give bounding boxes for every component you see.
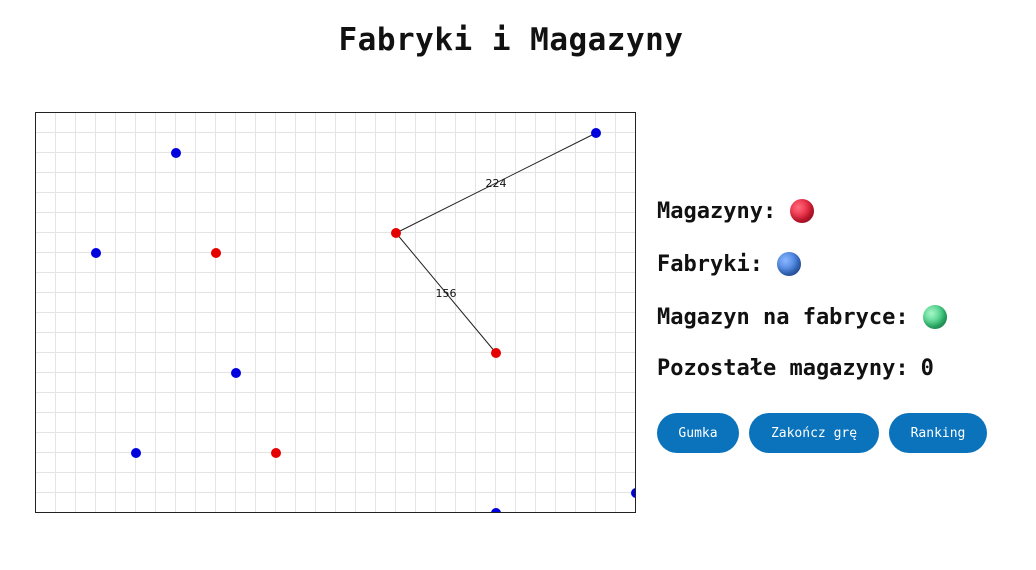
- red-ball-icon: [790, 199, 815, 223]
- distance-label: 156: [436, 287, 457, 300]
- warehouse-point[interactable]: [391, 228, 401, 238]
- blue-ball-icon: [776, 252, 801, 276]
- end-game-button[interactable]: Zakończ grę: [749, 413, 879, 453]
- legend-pozostale: Pozostałe magazyny: 0: [657, 350, 934, 386]
- game-board[interactable]: 224 156: [35, 112, 636, 513]
- legend-fabryki: Fabryki:: [657, 246, 801, 282]
- legend-pozostale-label: Pozostałe magazyny:: [657, 355, 909, 381]
- factory-point[interactable]: [171, 148, 181, 158]
- factory-point[interactable]: [491, 508, 501, 513]
- factory-point[interactable]: [91, 248, 101, 258]
- warehouse-point[interactable]: [491, 348, 501, 358]
- factory-point[interactable]: [131, 448, 141, 458]
- page-title: Fabryki i Magazyny: [338, 22, 684, 58]
- distance-label: 224: [486, 177, 507, 190]
- legend-fabryki-label: Fabryki:: [657, 251, 763, 277]
- board-canvas[interactable]: 224 156: [36, 113, 636, 513]
- connection-line: [395, 132, 597, 234]
- legend-magazyny: Magazyny:: [657, 193, 815, 229]
- action-buttons: Gumka Zakończ grę Ranking: [657, 413, 987, 453]
- remaining-warehouses-count: 0: [920, 355, 934, 381]
- warehouse-point[interactable]: [211, 248, 221, 258]
- warehouse-point[interactable]: [271, 448, 281, 458]
- ranking-button[interactable]: Ranking: [889, 413, 987, 453]
- factory-point[interactable]: [231, 368, 241, 378]
- legend-magazyn-na-fabryce: Magazyn na fabryce:: [657, 299, 947, 335]
- connection-line: [395, 232, 497, 354]
- green-ball-icon: [922, 305, 947, 329]
- legend-magazyny-label: Magazyny:: [657, 198, 777, 224]
- factory-point[interactable]: [631, 488, 636, 498]
- eraser-button[interactable]: Gumka: [657, 413, 739, 453]
- legend-magazyn-na-fabryce-label: Magazyn na fabryce:: [657, 304, 909, 330]
- factory-point[interactable]: [591, 128, 601, 138]
